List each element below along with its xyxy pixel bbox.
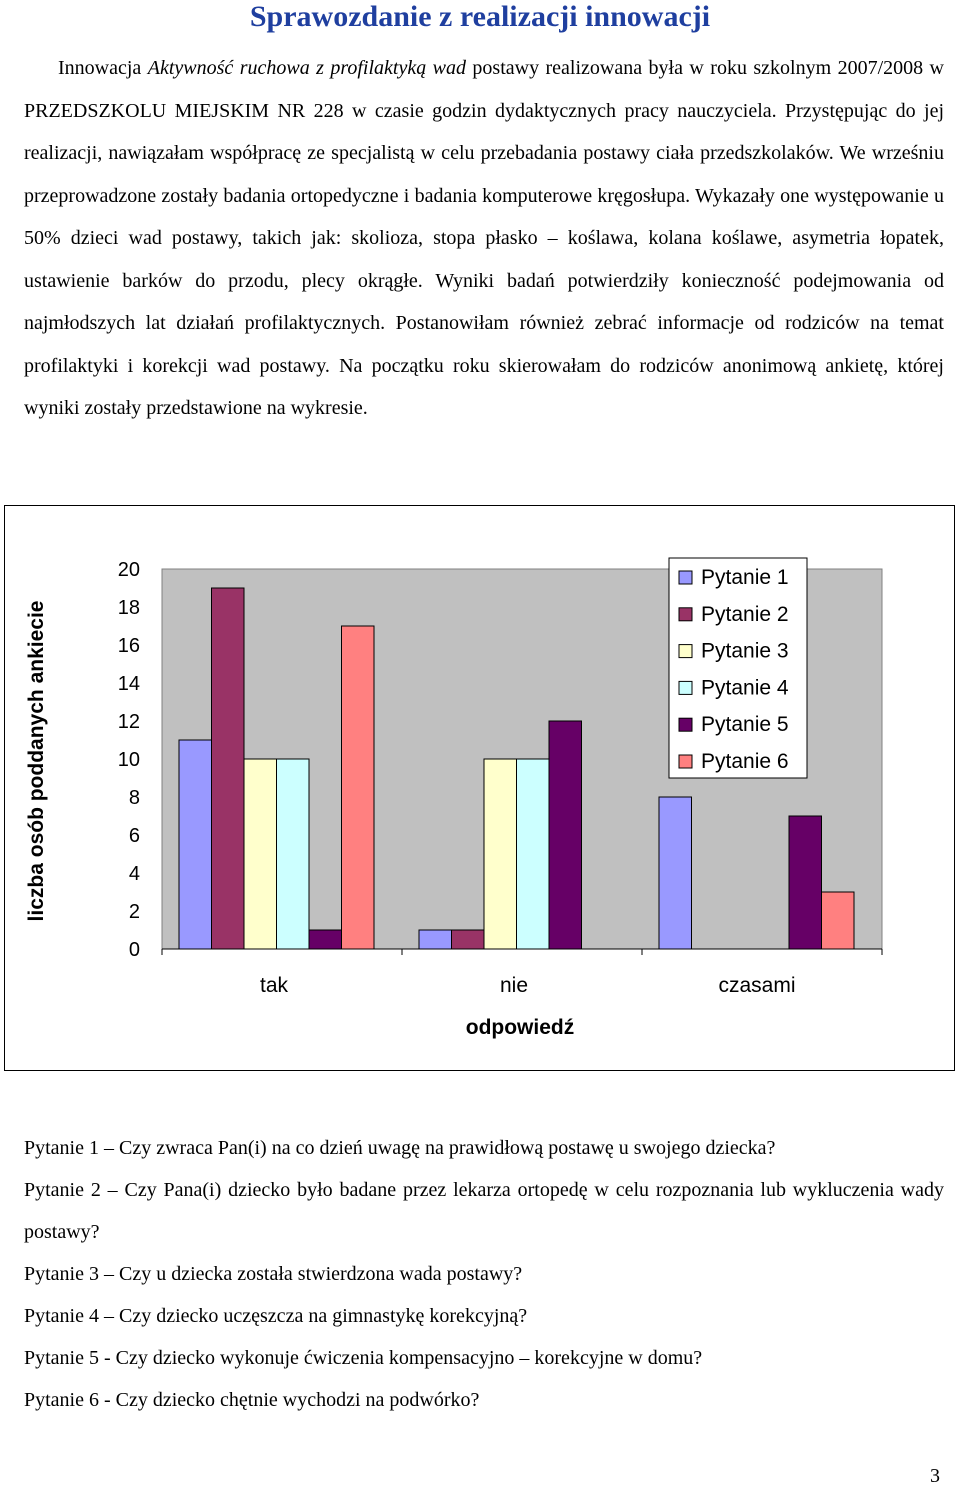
bar-pytanie-6-tak bbox=[341, 625, 375, 950]
legend-swatch bbox=[678, 717, 693, 732]
y-tick-label: 14 bbox=[118, 673, 140, 695]
bar-pytanie-1-czasami bbox=[658, 796, 692, 950]
y-tick-label: 4 bbox=[129, 863, 140, 885]
bar-pytanie-1-nie bbox=[418, 929, 452, 950]
legend-label: Pytanie 1 bbox=[701, 566, 789, 589]
question-6: Pytanie 6 - Czy dziecko chętnie wychodzi… bbox=[24, 1389, 480, 1411]
bar-pytanie-6-czasami bbox=[821, 891, 855, 950]
question-5: Pytanie 5 - Czy dziecko wykonuje ćwiczen… bbox=[24, 1347, 703, 1369]
x-category-label: nie bbox=[500, 974, 528, 997]
legend-label: Pytanie 3 bbox=[701, 640, 789, 663]
bar-pytanie-2-tak bbox=[211, 587, 245, 950]
intro-prefix: Innowacja bbox=[58, 57, 148, 79]
y-tick-label: 10 bbox=[118, 749, 140, 771]
bar-pytanie-5-czasami bbox=[788, 815, 822, 950]
legend-swatch bbox=[678, 680, 693, 695]
legend-swatch bbox=[678, 570, 693, 585]
y-axis-title: liczba osób poddanych ankiecie bbox=[25, 601, 48, 922]
chart-frame: 0 2 4 6 8 10 12 14 16 18 20 tak nie czasami odpowiedź l… bbox=[4, 505, 955, 1071]
bar-pytanie-3-tak bbox=[243, 758, 277, 950]
legend-swatch bbox=[678, 607, 693, 622]
bar-pytanie-4-nie bbox=[516, 758, 550, 950]
bar-pytanie-1-tak bbox=[178, 739, 212, 950]
y-tick-label: 20 bbox=[118, 559, 140, 581]
bar-pytanie-5-nie bbox=[548, 720, 582, 950]
innovation-name: Aktywność ruchowa z profilaktyką wad bbox=[147, 57, 466, 79]
y-tick-label: 2 bbox=[129, 901, 140, 923]
page-number: 3 bbox=[930, 1465, 940, 1487]
question-4: Pytanie 4 – Czy dziecko uczęszcza na gim… bbox=[24, 1305, 528, 1327]
x-axis-title: odpowiedź bbox=[466, 1016, 575, 1039]
bar-pytanie-3-nie bbox=[483, 758, 517, 950]
y-tick-label: 16 bbox=[118, 635, 140, 657]
question-3: Pytanie 3 – Czy u dziecka została stwier… bbox=[24, 1263, 523, 1285]
x-category-label: czasami bbox=[718, 974, 795, 997]
intro-paragraph: Innowacja Aktywność ruchowa z profilakty… bbox=[24, 47, 944, 430]
y-tick-label: 18 bbox=[118, 597, 140, 619]
legend-box bbox=[668, 557, 808, 779]
y-tick-label: 8 bbox=[129, 787, 140, 809]
intro-body: postawy realizowana była w roku szkolnym… bbox=[24, 57, 944, 419]
x-category-label: tak bbox=[260, 974, 289, 997]
legend-swatch bbox=[678, 754, 693, 769]
bar-chart: 0 2 4 6 8 10 12 14 16 18 20 tak nie czasami odpowiedź l… bbox=[25, 557, 883, 1039]
question-2: Pytanie 2 – Czy Pana(i) dziecko było bad… bbox=[24, 1179, 944, 1243]
page-title: Sprawozdanie z realizacji innowacji bbox=[249, 0, 711, 33]
y-tick-label: 0 bbox=[129, 939, 140, 961]
y-tick-label: 6 bbox=[129, 825, 140, 847]
question-1: Pytanie 1 – Czy zwraca Pan(i) na co dzie… bbox=[24, 1137, 776, 1159]
legend-swatch bbox=[678, 644, 693, 659]
legend-label: Pytanie 6 bbox=[701, 750, 789, 773]
y-tick-label: 12 bbox=[118, 711, 140, 733]
questions-list: Pytanie 1 – Czy zwraca Pan(i) na co dzie… bbox=[24, 1127, 944, 1421]
legend-label: Pytanie 5 bbox=[701, 713, 789, 736]
bar-pytanie-2-nie bbox=[451, 929, 485, 950]
bar-pytanie-4-tak bbox=[276, 758, 310, 950]
legend-label: Pytanie 4 bbox=[701, 676, 789, 699]
legend-label: Pytanie 2 bbox=[701, 603, 789, 626]
bar-pytanie-5-tak bbox=[308, 929, 342, 950]
